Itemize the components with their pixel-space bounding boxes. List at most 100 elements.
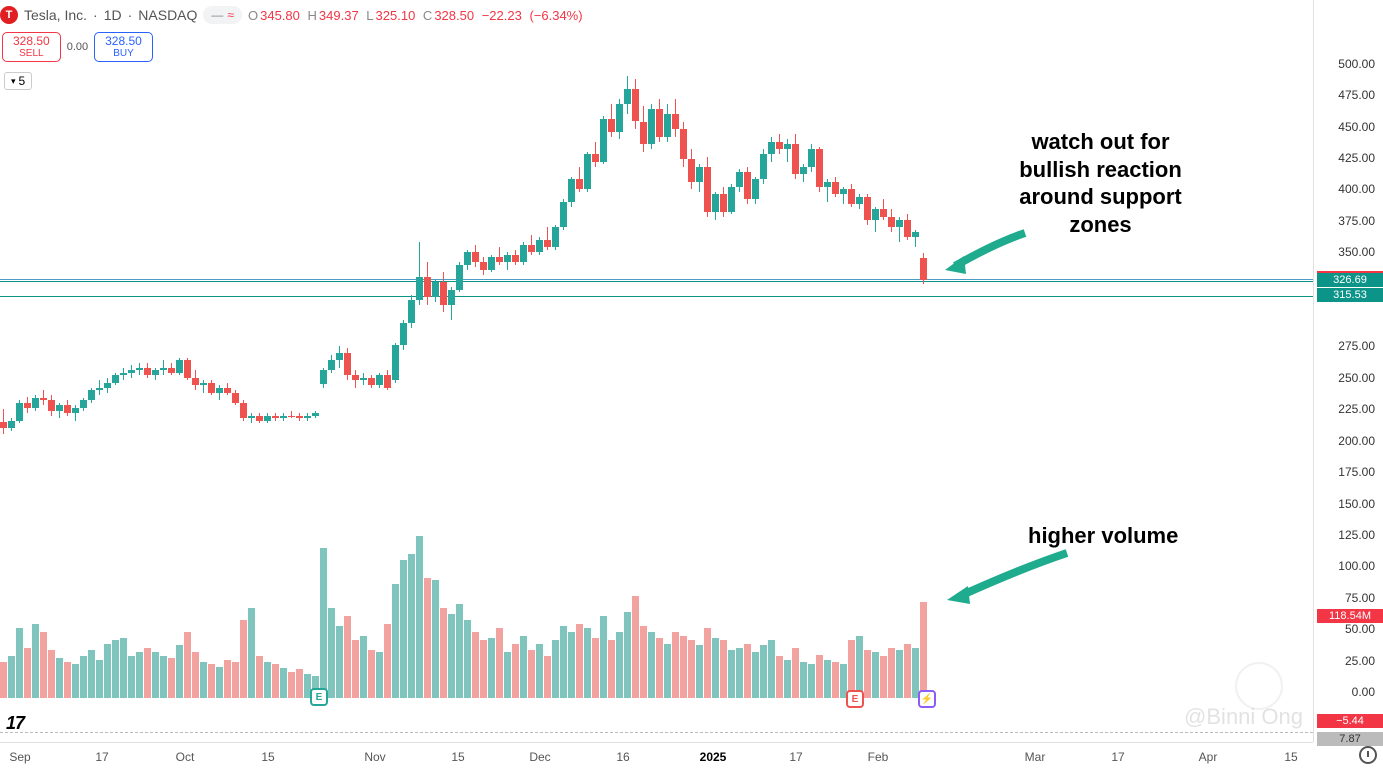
- support-line[interactable]: [0, 281, 1313, 282]
- price-tick: 250.00: [1338, 371, 1375, 385]
- price-tick: 25.00: [1345, 654, 1375, 668]
- volume-bar: [248, 608, 255, 698]
- volume-bar: [808, 664, 815, 698]
- volume-bar: [160, 656, 167, 698]
- tradingview-logo: 17: [6, 713, 24, 734]
- volume-tag: 118.54M: [1317, 609, 1383, 623]
- volume-bar: [384, 624, 391, 698]
- volume-bar: [680, 636, 687, 698]
- event-icon[interactable]: E: [310, 688, 328, 706]
- volume-bar: [800, 662, 807, 698]
- axis-tag: 7.87: [1317, 732, 1383, 746]
- volume-bar: [288, 672, 295, 698]
- axis-tag: −5.44: [1317, 714, 1383, 728]
- time-tick: Dec: [529, 750, 550, 764]
- volume-bar: [856, 636, 863, 698]
- volume-bar: [552, 640, 559, 698]
- volume-bar: [712, 638, 719, 698]
- annotation-volume: higher volume: [1028, 522, 1178, 550]
- volume-bar: [728, 650, 735, 698]
- volume-bar: [488, 638, 495, 698]
- volume-bar: [208, 664, 215, 698]
- time-tick: Mar: [1025, 750, 1046, 764]
- volume-bar: [264, 662, 271, 698]
- volume-bar: [104, 644, 111, 698]
- tiger-logo-icon: [1235, 662, 1283, 710]
- clock-icon[interactable]: [1359, 746, 1377, 764]
- price-tick: 500.00: [1338, 57, 1375, 71]
- volume-bar: [216, 667, 223, 698]
- volume-bar: [576, 624, 583, 698]
- volume-bar: [256, 656, 263, 698]
- volume-bar: [440, 608, 447, 698]
- volume-bar: [904, 644, 911, 698]
- volume-bar: [224, 660, 231, 698]
- price-tick: 400.00: [1338, 182, 1375, 196]
- volume-bar: [496, 628, 503, 698]
- time-tick: Oct: [176, 750, 195, 764]
- volume-bar: [120, 638, 127, 698]
- volume-bar: [456, 604, 463, 698]
- volume-bar: [704, 628, 711, 698]
- volume-bar: [648, 632, 655, 698]
- volume-bar: [560, 626, 567, 698]
- volume-bar: [696, 645, 703, 698]
- volume-bar: [584, 628, 591, 698]
- event-icon[interactable]: E: [846, 690, 864, 708]
- price-tag: 326.69: [1317, 273, 1383, 287]
- price-tick: 450.00: [1338, 120, 1375, 134]
- volume-bar: [408, 554, 415, 698]
- volume-bar: [656, 638, 663, 698]
- volume-bar: [184, 632, 191, 698]
- volume-bar: [816, 655, 823, 698]
- volume-bar: [744, 644, 751, 698]
- volume-bar: [792, 648, 799, 698]
- volume-bar: [600, 616, 607, 698]
- volume-bar: [616, 632, 623, 698]
- volume-bar: [432, 580, 439, 698]
- volume-bar: [56, 658, 63, 698]
- volume-bar: [360, 636, 367, 698]
- arrow-icon: [942, 548, 1072, 608]
- volume-bar: [144, 648, 151, 698]
- volume-bar: [872, 652, 879, 698]
- support-line[interactable]: [0, 296, 1313, 297]
- price-chart[interactable]: E E ⚡: [0, 0, 1313, 742]
- volume-bar: [96, 660, 103, 698]
- annotation-bullish: watch out forbullish reactionaround supp…: [1008, 128, 1193, 238]
- volume-bar: [920, 602, 927, 698]
- volume-bar: [240, 620, 247, 698]
- volume-bar: [544, 656, 551, 698]
- volume-bar: [296, 669, 303, 698]
- volume-bar: [472, 632, 479, 698]
- time-axis[interactable]: Sep17Oct15Nov15Dec16202517FebMar17Apr15: [0, 742, 1313, 770]
- volume-bar: [368, 650, 375, 698]
- volume-bar: [464, 620, 471, 698]
- watermark: @Binni Ong: [1184, 704, 1303, 730]
- time-tick: 17: [95, 750, 108, 764]
- volume-bar: [48, 650, 55, 698]
- volume-bar: [328, 608, 335, 698]
- event-icon[interactable]: ⚡: [918, 690, 936, 708]
- price-tick: 175.00: [1338, 465, 1375, 479]
- price-tick: 75.00: [1345, 591, 1375, 605]
- volume-bar: [32, 624, 39, 698]
- volume-bar: [760, 645, 767, 698]
- price-tick: 475.00: [1338, 88, 1375, 102]
- volume-bar: [280, 668, 287, 698]
- support-line[interactable]: [0, 279, 1313, 280]
- volume-bar: [336, 626, 343, 698]
- volume-bar: [720, 640, 727, 698]
- price-axis[interactable]: 500.00475.00450.00425.00400.00375.00350.…: [1313, 0, 1383, 742]
- time-tick: 16: [616, 750, 629, 764]
- volume-bar: [424, 578, 431, 698]
- price-tick: 200.00: [1338, 434, 1375, 448]
- time-tick: Feb: [868, 750, 889, 764]
- volume-bar: [664, 644, 671, 698]
- volume-bar: [24, 648, 31, 698]
- volume-bar: [784, 660, 791, 698]
- volume-bar: [112, 640, 119, 698]
- volume-bar: [640, 626, 647, 698]
- volume-bar: [40, 632, 47, 698]
- volume-bar: [736, 648, 743, 698]
